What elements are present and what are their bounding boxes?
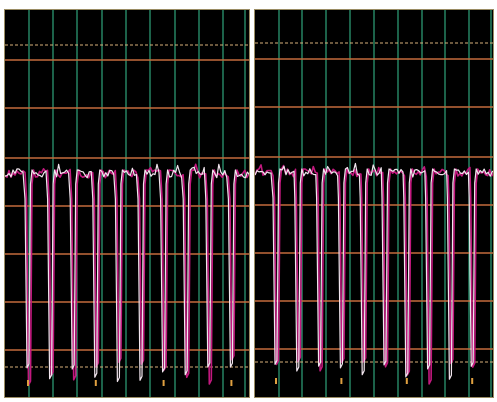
dip-marker — [275, 378, 277, 384]
dip-marker — [340, 378, 343, 384]
trace-secondary — [255, 164, 493, 385]
waveform-panel-left[interactable] — [4, 9, 250, 398]
dip-marker — [94, 380, 97, 386]
dip-marker — [230, 380, 233, 386]
trace-primary — [5, 163, 249, 383]
waveform-plot-left — [5, 10, 249, 397]
waveform-plot-right — [255, 10, 493, 397]
trace-secondary — [5, 163, 249, 386]
waveform-panel-right[interactable] — [254, 9, 494, 398]
dip-marker — [27, 380, 29, 386]
trace-primary — [255, 162, 493, 380]
dip-marker — [471, 378, 474, 384]
dip-marker — [162, 380, 165, 386]
dip-marker — [405, 378, 408, 384]
